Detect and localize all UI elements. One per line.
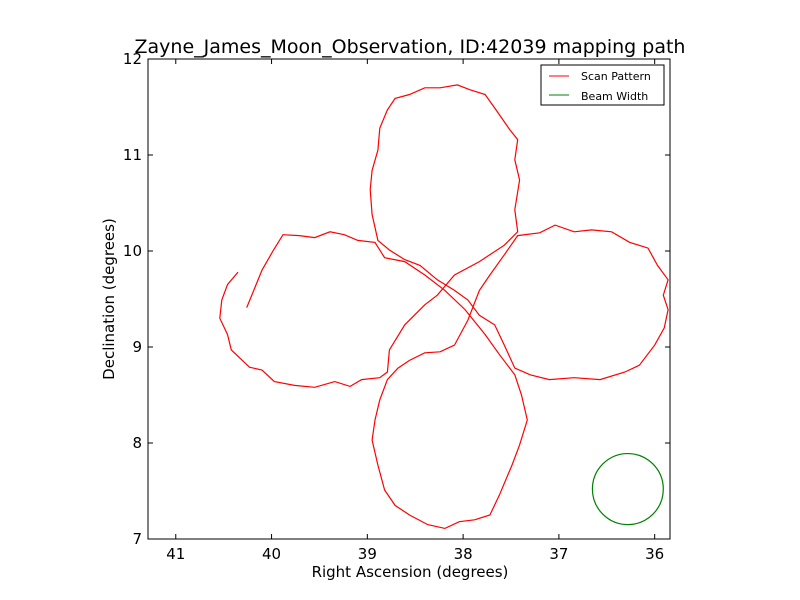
y-tick-label: 7 (132, 530, 142, 548)
x-tick-label: 41 (166, 545, 185, 563)
x-tick-label: 39 (358, 545, 377, 563)
legend-label-beam: Beam Width (581, 90, 648, 103)
x-tick-label: 40 (262, 545, 281, 563)
x-axis-label: Right Ascension (degrees) (312, 563, 509, 581)
chart-title: Zayne_James_Moon_Observation, ID:42039 m… (135, 36, 686, 58)
y-tick-label: 10 (123, 242, 142, 260)
plot-area (219, 84, 669, 530)
x-tick-label: 37 (549, 545, 568, 563)
axes-frame (147, 58, 671, 540)
y-axis-label: Declination (degrees) (100, 218, 118, 380)
y-tick-label: 11 (123, 146, 142, 164)
y-tick-label: 9 (132, 338, 142, 356)
legend-label-scan: Scan Pattern (581, 70, 651, 83)
y-tick-label: 12 (123, 50, 142, 68)
x-tick-label: 38 (454, 545, 473, 563)
beam-width-circle (591, 452, 664, 526)
y-tick-label: 8 (132, 434, 142, 452)
x-tick-label: 36 (645, 545, 664, 563)
scan-pattern-line (219, 84, 669, 530)
legend: Scan Pattern Beam Width (540, 64, 665, 106)
y-axis: 7 8 9 10 11 12 (123, 50, 670, 548)
x-axis: 41 40 39 38 37 36 (166, 59, 664, 563)
legend-box (540, 64, 665, 106)
